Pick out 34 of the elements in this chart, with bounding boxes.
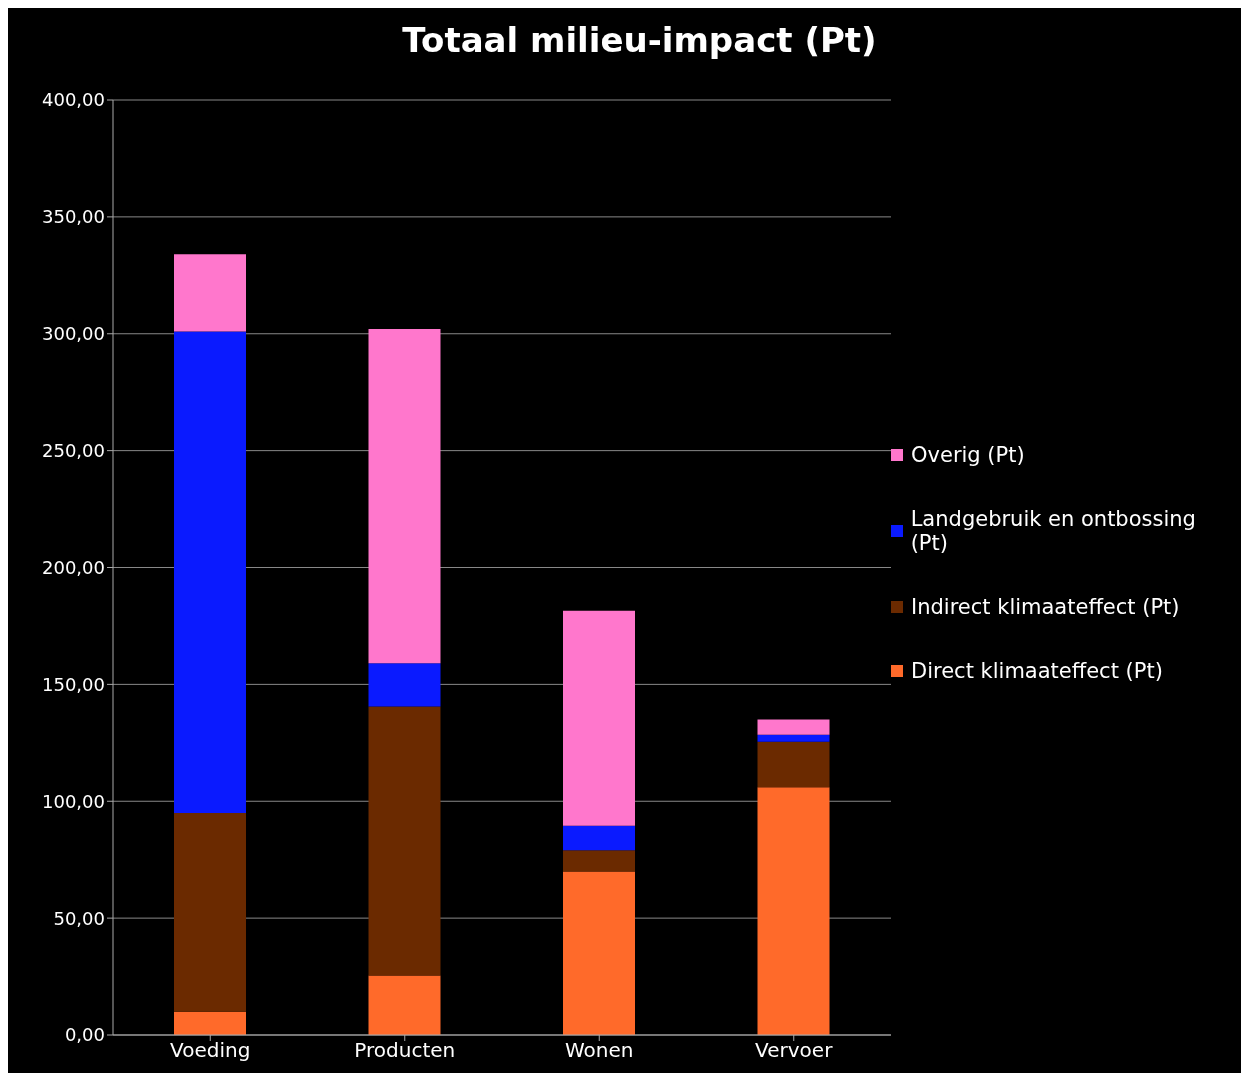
bar bbox=[368, 329, 441, 664]
y-tick-label: 200,00 bbox=[42, 556, 105, 578]
y-tick-label: 400,00 bbox=[42, 89, 105, 111]
x-tick-label: Producten bbox=[354, 1038, 456, 1063]
bar bbox=[368, 706, 441, 976]
bar bbox=[174, 1011, 246, 1035]
x-tick-label: Voeding bbox=[170, 1038, 251, 1063]
y-tick-label: 150,00 bbox=[42, 673, 105, 695]
bar bbox=[368, 663, 441, 707]
bar bbox=[174, 254, 246, 332]
legend-label: Overig (Pt) bbox=[911, 442, 1025, 467]
y-tick-label: 300,00 bbox=[42, 323, 105, 345]
x-tick-label: Wonen bbox=[565, 1038, 634, 1063]
legend-label: Indirect klimaateffect (Pt) bbox=[911, 594, 1180, 619]
bar bbox=[563, 871, 635, 1035]
chart-title: Totaal milieu-impact (Pt) bbox=[401, 19, 878, 62]
y-tick-label: 100,00 bbox=[42, 790, 105, 812]
legend-label: Landgebruik en ontbossing (Pt) bbox=[910, 506, 1197, 555]
bar bbox=[757, 734, 830, 742]
bar bbox=[757, 787, 830, 1035]
bar bbox=[563, 825, 635, 851]
legend-label: Direct klimaateffect (Pt) bbox=[911, 658, 1163, 683]
bar bbox=[174, 331, 246, 813]
bar bbox=[757, 719, 830, 735]
y-tick-label: 350,00 bbox=[42, 206, 105, 228]
bar bbox=[563, 610, 635, 826]
y-tick-label: 50,00 bbox=[53, 907, 105, 929]
x-tick-label: Vervoer bbox=[755, 1038, 834, 1063]
bar bbox=[563, 850, 635, 872]
bar bbox=[174, 812, 246, 1012]
y-tick-label: 250,00 bbox=[42, 440, 105, 462]
bar bbox=[757, 741, 830, 788]
bar bbox=[368, 975, 441, 1035]
y-tick-label: 0,00 bbox=[64, 1024, 105, 1046]
